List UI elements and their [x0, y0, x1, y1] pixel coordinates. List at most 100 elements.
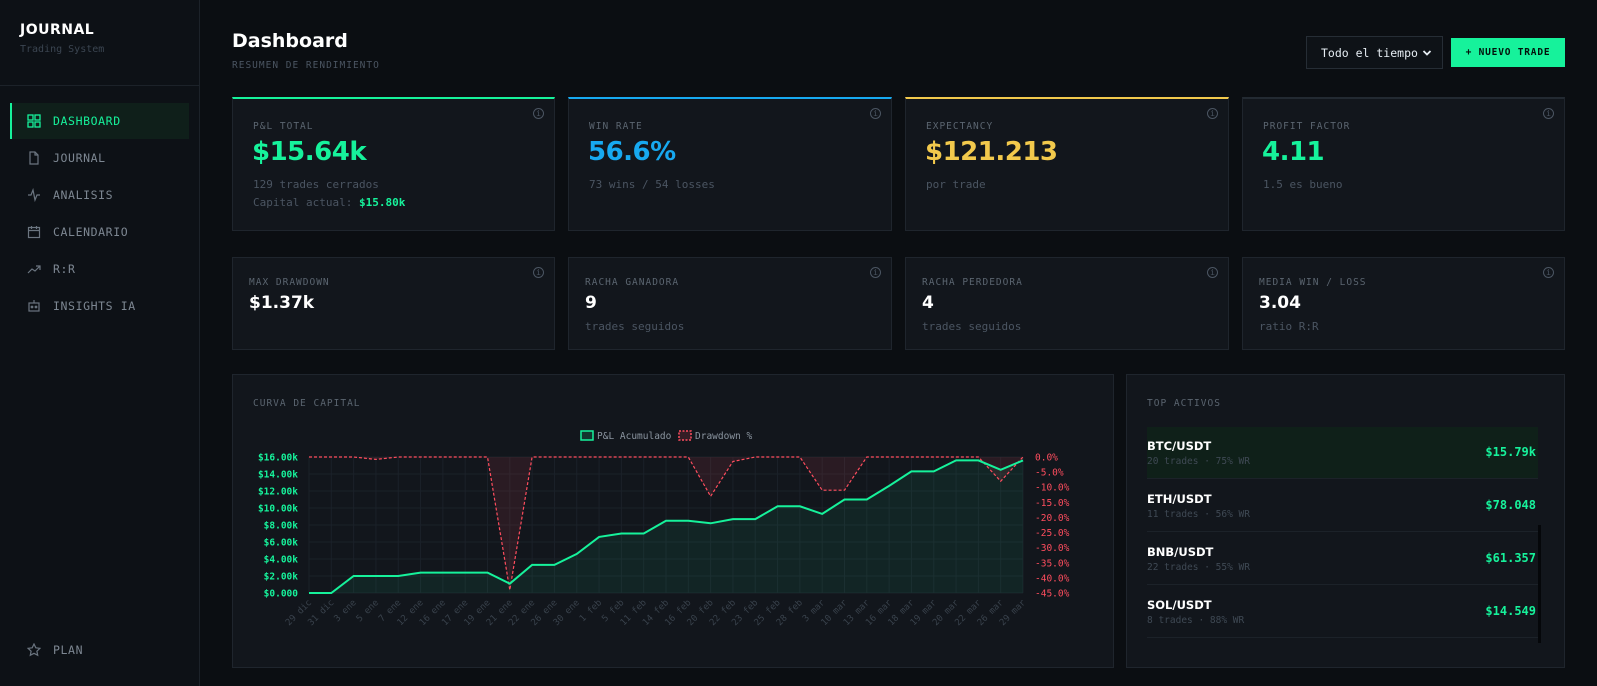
left-tick-label: $12.00k	[258, 487, 298, 498]
chevron-down-icon	[1422, 50, 1432, 56]
left-tick-label: $8.00k	[264, 521, 299, 532]
kpi-capital: Capital actual: $15.80k	[253, 196, 405, 209]
trending-up-icon	[27, 265, 41, 274]
left-tick-label: $16.00k	[258, 453, 298, 464]
brand: JOURNAL Trading System	[20, 22, 104, 55]
left-tick-label: $6.00k	[264, 538, 299, 549]
info-icon[interactable]: i	[533, 108, 544, 119]
brand-subtitle: Trading System	[20, 44, 105, 55]
asset-meta: 20 trades · 75% WR	[1147, 456, 1250, 467]
stat-value: $1.37k	[249, 293, 315, 313]
period-select-value: Todo el tiempo	[1321, 45, 1418, 60]
equity-curve-panel: CURVA DE CAPITAL $0.000 $2.00k $4.00k $6.00…	[232, 374, 1114, 668]
kpi-label: WIN RATE	[589, 121, 643, 132]
asset-row-sol[interactable]: SOL/USDT 8 trades · 88% WR $14.549	[1147, 586, 1538, 638]
page-title: Dashboard	[232, 30, 348, 52]
left-tick-label: $2.00k	[264, 572, 299, 583]
sidebar-item-journal[interactable]: JOURNAL	[10, 140, 189, 176]
x-tick-label: 1 feb	[578, 598, 604, 624]
info-icon[interactable]: i	[1543, 108, 1554, 119]
sidebar-item-calendario[interactable]: CALENDARIO	[10, 214, 189, 250]
right-tick-label: -5.0%	[1035, 468, 1064, 479]
sidebar-item-label: INSIGHTS IA	[53, 299, 136, 313]
drawdown-line	[309, 456, 1024, 591]
kpi-label: P&L TOTAL	[253, 121, 314, 132]
stat-label: RACHA GANADORA	[585, 277, 680, 288]
main-content: Dashboard RESUMEN DE RENDIMIENTO Todo el…	[200, 0, 1597, 686]
info-icon[interactable]: i	[870, 267, 881, 278]
asset-symbol: SOL/USDT	[1147, 598, 1212, 612]
info-icon[interactable]: i	[1207, 267, 1218, 278]
kpi-label: EXPECTANCY	[926, 121, 994, 132]
grid-icon	[27, 114, 41, 128]
kpi-label: PROFIT FACTOR	[1263, 121, 1351, 132]
asset-meta: 8 trades · 88% WR	[1147, 615, 1245, 626]
stat-card-max-drawdown: i MAX DRAWDOWN $1.37k	[232, 257, 555, 350]
sidebar-item-insights[interactable]: INSIGHTS IA	[10, 288, 189, 324]
right-tick-label: -20.0%	[1035, 513, 1070, 524]
right-tick-label: -30.0%	[1035, 543, 1070, 554]
left-tick-label: $10.00k	[258, 504, 298, 515]
left-tick-label: $0.000	[264, 589, 299, 600]
sidebar-item-dashboard[interactable]: DASHBOARD	[10, 103, 189, 139]
stat-label: MAX DRAWDOWN	[249, 277, 330, 288]
kpi-value: 4.11	[1262, 137, 1325, 167]
asset-pnl: $14.549	[1485, 604, 1536, 618]
legend-swatch-pnl	[580, 430, 594, 441]
asset-pnl: $15.79k	[1485, 445, 1536, 459]
info-icon[interactable]: i	[1207, 108, 1218, 119]
legend-swatch-drawdown	[678, 430, 692, 441]
sidebar-item-label: DASHBOARD	[53, 114, 121, 128]
x-tick-label: 5 ene	[355, 598, 381, 624]
scrollbar[interactable]	[1538, 525, 1541, 643]
sidebar-item-analisis[interactable]: ANALISIS	[10, 177, 189, 213]
stat-sub: trades seguidos	[585, 320, 685, 333]
capital-value: $15.80k	[358, 196, 406, 209]
kpi-value: 56.6%	[588, 137, 676, 167]
info-icon[interactable]: i	[1543, 267, 1554, 278]
asset-row-eth[interactable]: ETH/USDT 11 trades · 56% WR $78.048	[1147, 480, 1538, 532]
sidebar-item-label: ANALISIS	[53, 188, 114, 202]
panel-title: CURVA DE CAPITAL	[253, 398, 361, 409]
stat-card-win-loss: i MEDIA WIN / LOSS 3.04 ratio R:R	[1242, 257, 1565, 350]
info-icon[interactable]: i	[533, 267, 544, 278]
kpi-value: $15.64k	[252, 137, 367, 167]
asset-pnl: $78.048	[1485, 498, 1536, 512]
kpi-sub: 73 wins / 54 losses	[589, 178, 715, 191]
left-tick-label: $4.00k	[264, 555, 299, 566]
asset-pnl: $61.357	[1485, 551, 1536, 565]
asset-symbol: BNB/USDT	[1147, 545, 1214, 559]
divider	[0, 85, 199, 86]
x-tick-label: 3 ene	[333, 598, 359, 624]
new-trade-button[interactable]: + NUEVO TRADE	[1451, 38, 1565, 67]
period-select[interactable]: Todo el tiempo	[1306, 36, 1443, 69]
info-icon[interactable]: i	[870, 108, 881, 119]
kpi-card-winrate: i WIN RATE 56.6% 73 wins / 54 losses	[568, 97, 892, 231]
stat-value: 4	[922, 293, 934, 313]
sidebar-item-rr[interactable]: R:R	[10, 251, 189, 287]
right-tick-label: 0.0%	[1035, 453, 1058, 464]
activity-icon	[28, 188, 40, 202]
stat-card-loss-streak: i RACHA PERDEDORA 4 trades seguidos	[905, 257, 1229, 350]
asset-symbol: BTC/USDT	[1147, 439, 1212, 453]
sidebar-nav: DASHBOARD JOURNAL ANALISIS CALENDARIO R:…	[10, 103, 189, 325]
kpi-card-profit-factor: i PROFIT FACTOR 4.11 1.5 es bueno	[1242, 97, 1565, 231]
right-tick-label: -10.0%	[1035, 483, 1070, 494]
asset-symbol: ETH/USDT	[1147, 492, 1212, 506]
kpi-sub: 1.5 es bueno	[1263, 178, 1343, 191]
right-tick-label: -45.0%	[1035, 589, 1070, 600]
calendar-icon	[27, 226, 41, 239]
asset-meta: 22 trades · 55% WR	[1147, 562, 1250, 573]
asset-row-bnb[interactable]: BNB/USDT 22 trades · 55% WR $61.357	[1147, 533, 1538, 585]
legend-label-drawdown: Drawdown %	[695, 431, 752, 442]
stat-value: 9	[585, 293, 597, 313]
kpi-card-expectancy: i EXPECTANCY $121.213 por trade	[905, 97, 1229, 231]
asset-row-btc[interactable]: BTC/USDT 20 trades · 75% WR $15.79k	[1147, 427, 1538, 479]
right-tick-label: -15.0%	[1035, 498, 1070, 509]
sidebar-item-label: JOURNAL	[53, 151, 106, 165]
brand-title: JOURNAL	[20, 22, 95, 38]
kpi-value: $121.213	[925, 137, 1058, 167]
page-subtitle: RESUMEN DE RENDIMIENTO	[232, 60, 380, 71]
stat-card-win-streak: i RACHA GANADORA 9 trades seguidos	[568, 257, 892, 350]
sidebar-item-plan[interactable]: PLAN	[27, 643, 83, 657]
